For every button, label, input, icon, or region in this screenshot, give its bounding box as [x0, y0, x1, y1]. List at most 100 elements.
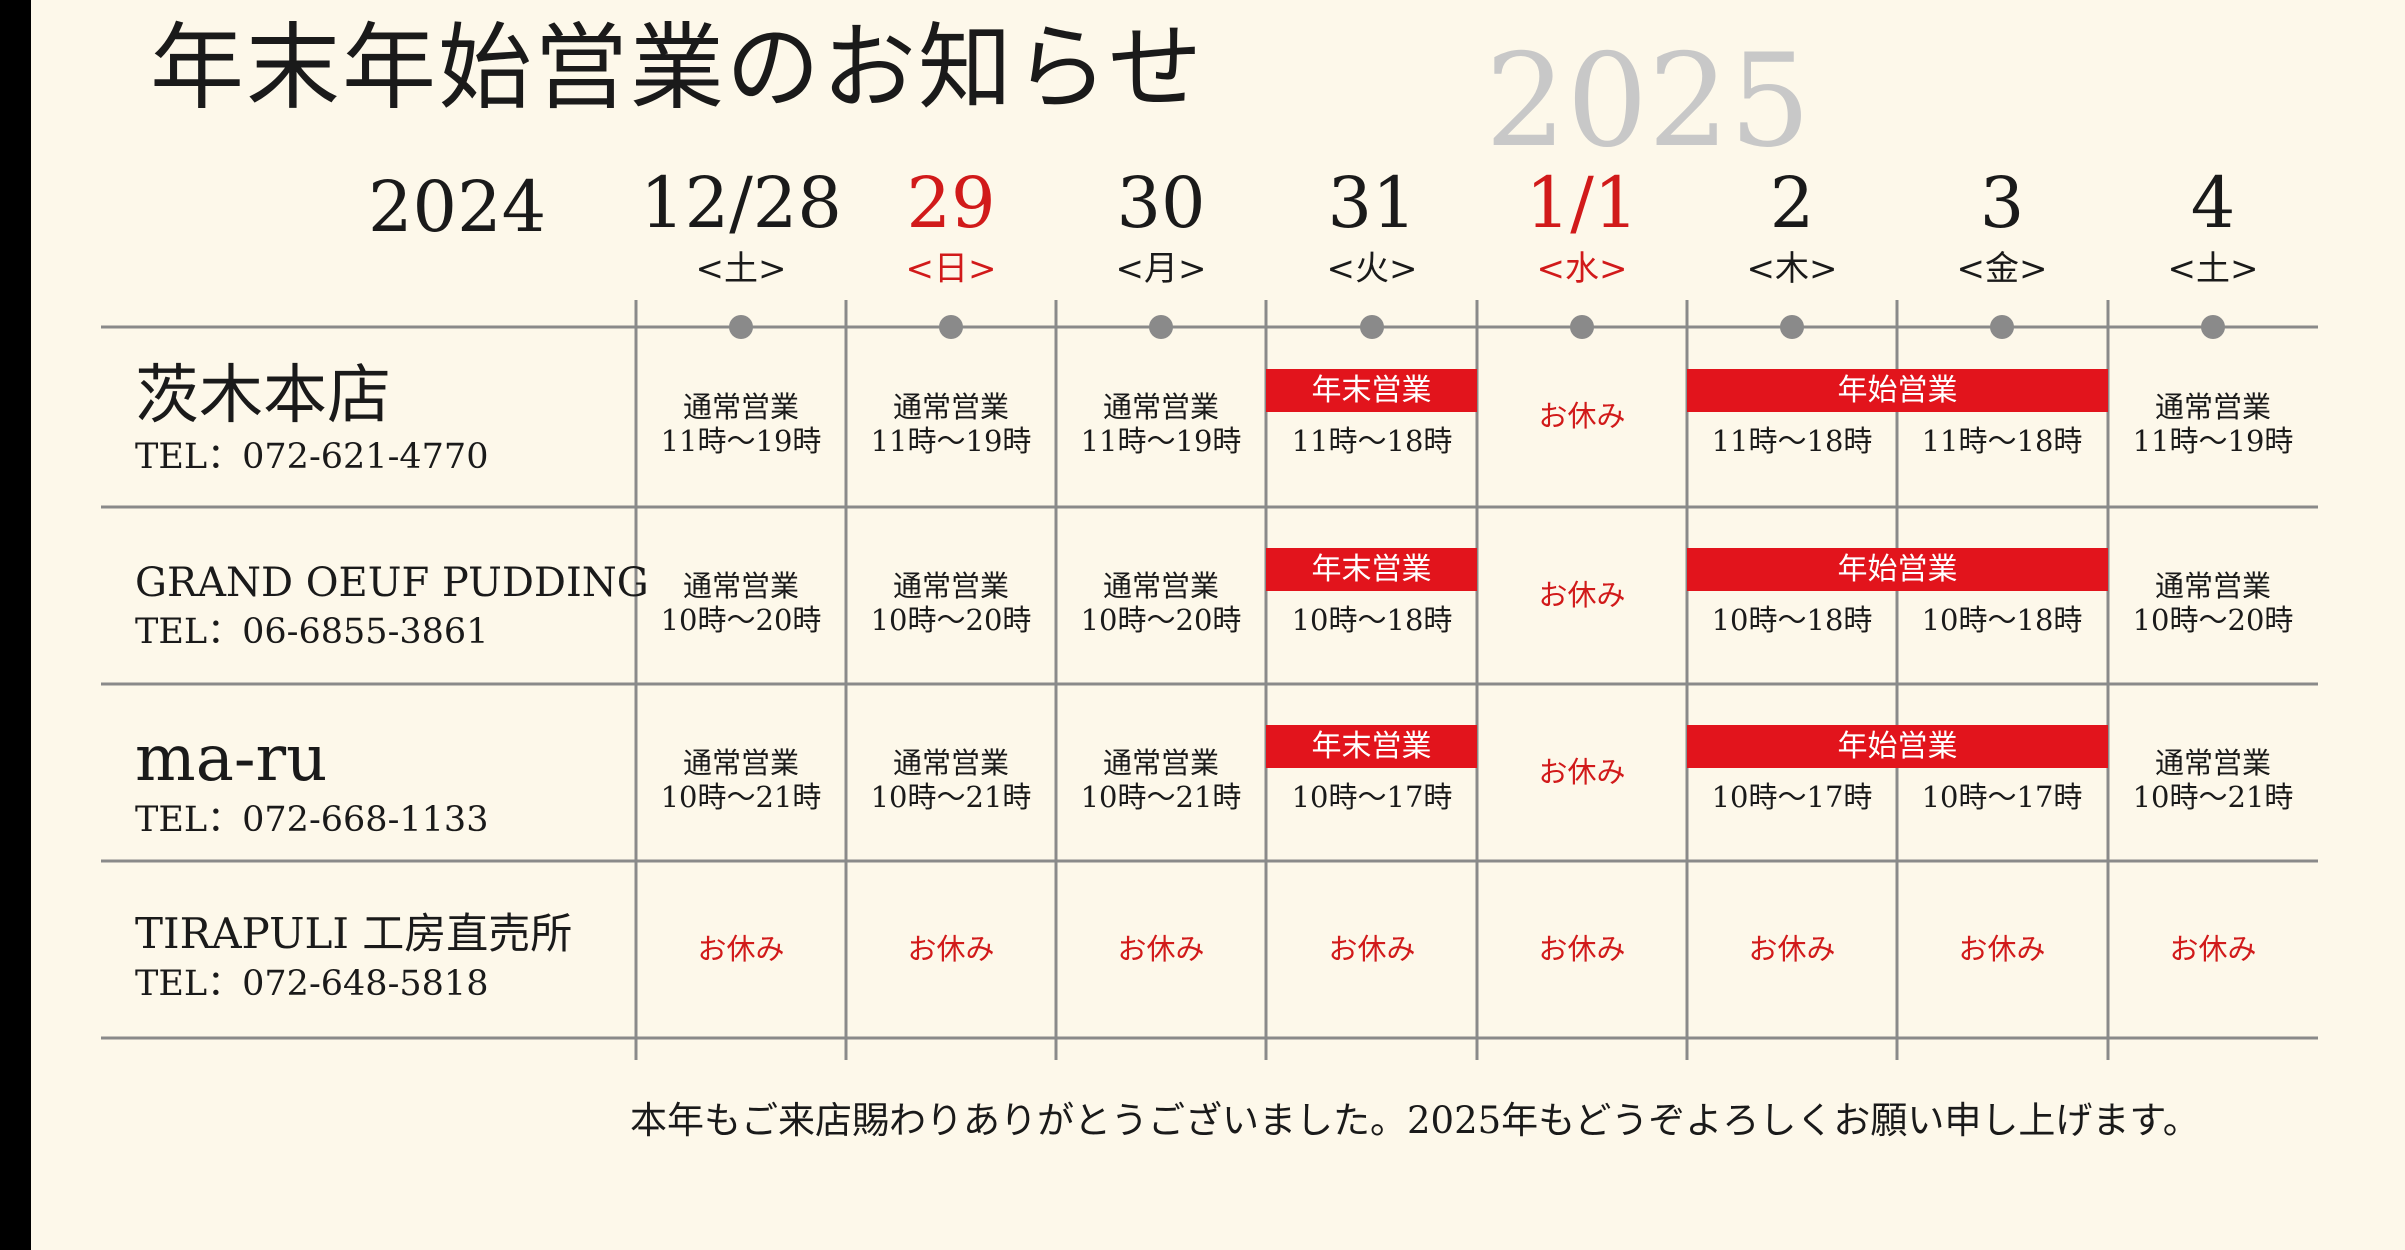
day-date: 4: [2190, 162, 2236, 244]
store-label: GRAND OEUF PUDDING TEL：06-6855-3861: [135, 563, 649, 650]
year-next-label: 2025: [1485, 27, 1811, 176]
closed-label: お休み: [1748, 932, 1836, 966]
closed-label: お休み: [697, 932, 785, 966]
normal-business-label: 通常営業: [1102, 569, 1219, 603]
day-header: 3 <金>: [1897, 168, 2107, 286]
day-weekday: <火>: [1326, 249, 1418, 289]
normal-business-label: 通常営業: [892, 746, 1009, 780]
new-year-band: 年始営業: [1687, 548, 2108, 591]
normal-business-label: 通常営業: [682, 746, 799, 780]
day-date: 29: [906, 162, 996, 244]
footer-message: 本年もご来店賜わりありがとうございました。2025年もどうぞよろしくお願い申し上…: [630, 1099, 2200, 1142]
year-end-band: 年末営業: [1266, 548, 1477, 591]
day-marker-dot: [939, 315, 963, 339]
year-end-band: 年末営業: [1266, 369, 1477, 412]
hours-text: 10時〜21時: [870, 780, 1032, 814]
day-weekday: <月>: [1115, 249, 1207, 289]
normal-business-label: 通常営業: [2154, 569, 2271, 603]
store-name: 茨木本店: [135, 359, 391, 433]
day-header: 4 <土>: [2108, 168, 2318, 286]
store-tel: TEL：072-621-4770: [135, 437, 489, 477]
day-weekday: <木>: [1746, 249, 1838, 289]
closed-label: お休み: [907, 932, 995, 966]
closed-label: お休み: [2169, 932, 2257, 966]
hours-text: 10時〜20時: [2132, 603, 2294, 637]
day-date: 12/28: [640, 162, 842, 244]
day-date: 2: [1769, 162, 1815, 244]
hours-text: 11時〜18時: [1291, 424, 1453, 458]
hours-text: 10時〜17時: [1711, 780, 1873, 814]
day-marker-dot: [1990, 315, 2014, 339]
left-edge-bar: [0, 0, 31, 1250]
day-header: 30 <月>: [1056, 168, 1266, 286]
hours-text: 10時〜21時: [1080, 780, 1242, 814]
store-tel: TEL：072-668-1133: [135, 800, 489, 840]
hours-text: 11時〜19時: [660, 424, 822, 458]
day-weekday: <日>: [905, 249, 997, 289]
year-end-band: 年末営業: [1266, 725, 1477, 768]
closed-label: お休み: [1538, 755, 1626, 789]
day-marker-dot: [1780, 315, 1804, 339]
day-weekday: <土>: [2167, 249, 2259, 289]
day-header: 31 <火>: [1267, 168, 1477, 286]
day-marker-dot: [1360, 315, 1384, 339]
day-header: 29 <日>: [846, 168, 1056, 286]
day-header: 1/1 <水>: [1477, 168, 1687, 286]
store-name: ma-ru: [135, 722, 328, 796]
day-header: 2 <木>: [1687, 168, 1897, 286]
normal-business-label: 通常営業: [1102, 390, 1219, 424]
hours-text: 10時〜18時: [1291, 603, 1453, 637]
normal-business-label: 通常営業: [2154, 390, 2271, 424]
day-weekday: <土>: [695, 249, 787, 289]
hours-text: 10時〜20時: [870, 603, 1032, 637]
normal-business-label: 通常営業: [1102, 746, 1219, 780]
hours-text: 10時〜18時: [1711, 603, 1873, 637]
day-header: 12/28 <土>: [636, 168, 846, 286]
hours-text: 11時〜19時: [1080, 424, 1242, 458]
hours-text: 10時〜17時: [1291, 780, 1453, 814]
hours-text: 11時〜18時: [1921, 424, 2083, 458]
day-weekday: <金>: [1956, 249, 2048, 289]
day-marker-dot: [729, 315, 753, 339]
hours-text: 10時〜17時: [1921, 780, 2083, 814]
store-name: GRAND OEUF PUDDING: [135, 560, 649, 606]
page-title: 年末年始営業のお知らせ: [150, 14, 1205, 123]
store-label: ma-ru TEL：072-668-1133: [135, 727, 488, 838]
day-date: 1/1: [1525, 162, 1639, 244]
closed-label: お休み: [1117, 932, 1205, 966]
day-marker-dot: [1149, 315, 1173, 339]
day-weekday: <水>: [1536, 249, 1628, 289]
hours-text: 10時〜21時: [660, 780, 822, 814]
day-date: 31: [1327, 162, 1417, 244]
store-label: 茨木本店 TEL：072-621-4770: [135, 364, 488, 475]
closed-label: お休み: [1958, 932, 2046, 966]
hours-text: 11時〜19時: [2132, 424, 2294, 458]
hours-text: 10時〜20時: [1080, 603, 1242, 637]
normal-business-label: 通常営業: [892, 390, 1009, 424]
closed-label: お休み: [1328, 932, 1416, 966]
closed-label: お休み: [1538, 399, 1626, 433]
closed-label: お休み: [1538, 578, 1626, 612]
day-marker-dot: [2201, 315, 2225, 339]
store-tel: TEL：06-6855-3861: [135, 612, 489, 652]
hours-text: 11時〜19時: [870, 424, 1032, 458]
store-tel: TEL：072-648-5818: [135, 964, 489, 1004]
hours-text: 10時〜18時: [1921, 603, 2083, 637]
hours-text: 10時〜20時: [660, 603, 822, 637]
normal-business-label: 通常営業: [682, 390, 799, 424]
closed-label: お休み: [1538, 932, 1626, 966]
normal-business-label: 通常営業: [682, 569, 799, 603]
normal-business-label: 通常営業: [2154, 746, 2271, 780]
store-name: TIRAPULI 工房直売所: [135, 909, 573, 958]
day-date: 3: [1979, 162, 2025, 244]
new-year-band: 年始営業: [1687, 725, 2108, 768]
day-marker-dot: [1570, 315, 1594, 339]
hours-text: 10時〜21時: [2132, 780, 2294, 814]
day-date: 30: [1116, 162, 1206, 244]
new-year-band: 年始営業: [1687, 369, 2108, 412]
normal-business-label: 通常営業: [892, 569, 1009, 603]
store-label: TIRAPULI 工房直売所 TEL：072-648-5818: [135, 913, 572, 1002]
year-prev-label: 2024: [368, 166, 547, 248]
hours-text: 11時〜18時: [1711, 424, 1873, 458]
